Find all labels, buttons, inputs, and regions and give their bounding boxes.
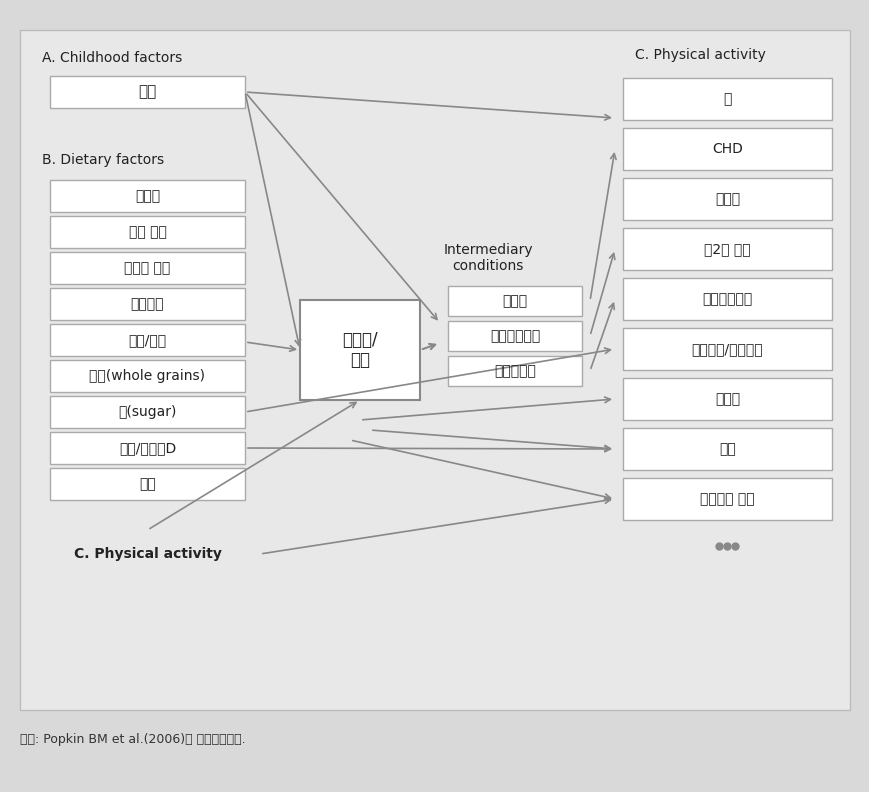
FancyBboxPatch shape bbox=[622, 178, 831, 220]
FancyBboxPatch shape bbox=[50, 324, 245, 356]
FancyBboxPatch shape bbox=[440, 278, 589, 408]
FancyBboxPatch shape bbox=[20, 30, 849, 710]
Text: 이상자질혈증: 이상자질혈증 bbox=[489, 329, 540, 343]
Text: A. Childhood factors: A. Childhood factors bbox=[42, 51, 182, 65]
Text: 트렌스 지방: 트렌스 지방 bbox=[124, 261, 170, 275]
Text: C. Physical activity: C. Physical activity bbox=[634, 48, 765, 62]
FancyBboxPatch shape bbox=[300, 300, 420, 400]
FancyBboxPatch shape bbox=[35, 530, 260, 578]
FancyBboxPatch shape bbox=[35, 68, 260, 116]
Text: C. Physical activity: C. Physical activity bbox=[74, 547, 222, 561]
FancyBboxPatch shape bbox=[614, 68, 839, 678]
FancyBboxPatch shape bbox=[622, 228, 831, 270]
Text: 담낭담석질환: 담낭담석질환 bbox=[701, 292, 752, 306]
FancyBboxPatch shape bbox=[622, 328, 831, 370]
Text: 제2형 당뇨: 제2형 당뇨 bbox=[703, 242, 750, 256]
Text: 칼슘/비타민D: 칼슘/비타민D bbox=[119, 441, 176, 455]
Text: 뇌졸증: 뇌졸증 bbox=[714, 192, 740, 206]
FancyBboxPatch shape bbox=[50, 216, 245, 248]
Text: 고혈압: 고혈압 bbox=[502, 294, 527, 308]
FancyBboxPatch shape bbox=[448, 286, 581, 316]
Text: 자료: Popkin BM et al.(2006)을 수정ㆍ보완함.: 자료: Popkin BM et al.(2006)을 수정ㆍ보완함. bbox=[20, 733, 245, 747]
Text: 천식: 천식 bbox=[719, 442, 735, 456]
Text: 식이섬유: 식이섬유 bbox=[130, 297, 164, 311]
Text: 발육: 발육 bbox=[138, 85, 156, 100]
Text: B. Dietary factors: B. Dietary factors bbox=[42, 153, 164, 167]
FancyBboxPatch shape bbox=[448, 321, 581, 351]
Text: 폐색전: 폐색전 bbox=[714, 392, 740, 406]
FancyBboxPatch shape bbox=[622, 428, 831, 470]
Text: Intermediary
conditions: Intermediary conditions bbox=[442, 243, 532, 273]
FancyBboxPatch shape bbox=[622, 278, 831, 320]
FancyBboxPatch shape bbox=[622, 128, 831, 170]
FancyBboxPatch shape bbox=[622, 478, 831, 520]
Text: 골다공증/골관절염: 골다공증/골관절염 bbox=[691, 342, 762, 356]
Text: 음주: 음주 bbox=[139, 477, 156, 491]
FancyBboxPatch shape bbox=[50, 76, 245, 108]
Text: 과체중/
비만: 과체중/ 비만 bbox=[342, 330, 377, 369]
Text: 칼로리: 칼로리 bbox=[135, 189, 160, 203]
Text: CHD: CHD bbox=[711, 142, 742, 156]
FancyBboxPatch shape bbox=[50, 468, 245, 500]
Text: 고혈압성 질환: 고혈압성 질환 bbox=[700, 492, 754, 506]
Text: 당(sugar): 당(sugar) bbox=[118, 405, 176, 419]
FancyBboxPatch shape bbox=[622, 78, 831, 120]
FancyBboxPatch shape bbox=[622, 378, 831, 420]
FancyBboxPatch shape bbox=[50, 252, 245, 284]
FancyBboxPatch shape bbox=[448, 356, 581, 386]
FancyBboxPatch shape bbox=[50, 288, 245, 320]
FancyBboxPatch shape bbox=[50, 396, 245, 428]
Text: 과일/채소: 과일/채소 bbox=[129, 333, 166, 347]
FancyBboxPatch shape bbox=[50, 432, 245, 464]
FancyBboxPatch shape bbox=[35, 172, 260, 512]
Text: 포화 지방: 포화 지방 bbox=[129, 225, 166, 239]
Text: 곡류(whole grains): 곡류(whole grains) bbox=[90, 369, 205, 383]
FancyBboxPatch shape bbox=[50, 360, 245, 392]
FancyBboxPatch shape bbox=[50, 180, 245, 212]
Text: 암: 암 bbox=[722, 92, 731, 106]
Text: 인슐린저항: 인슐린저항 bbox=[494, 364, 535, 378]
